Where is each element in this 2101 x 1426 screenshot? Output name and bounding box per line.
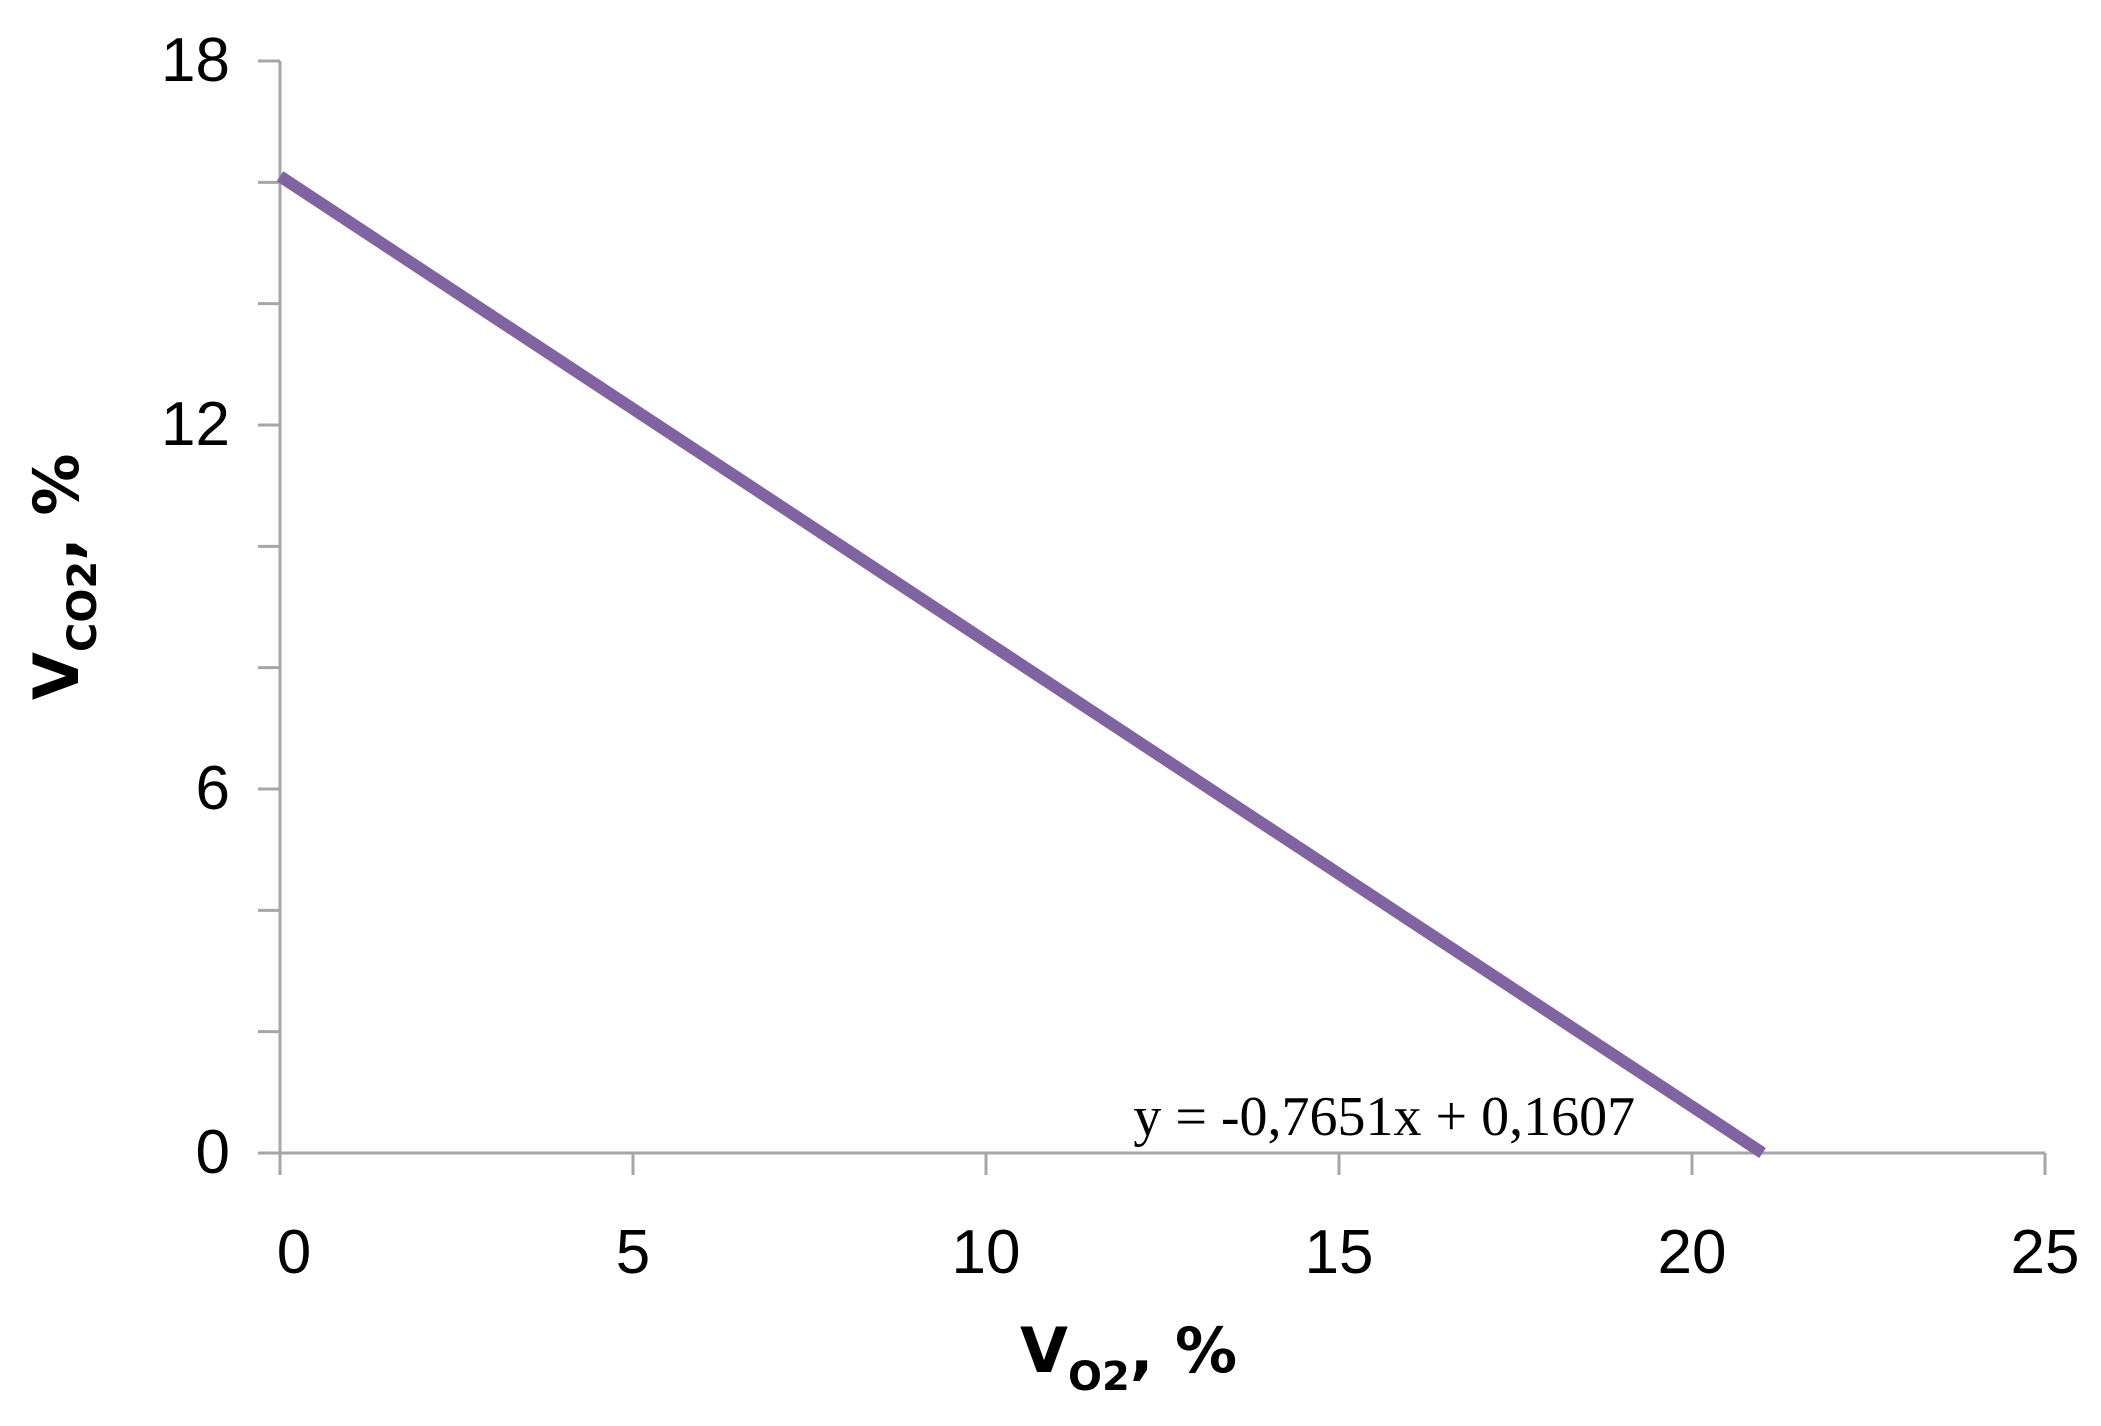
x-axis-title-sub: O2 xyxy=(1068,1354,1130,1400)
y-tick-label: 18 xyxy=(161,26,230,95)
x-tick-label: 0 xyxy=(277,1218,311,1287)
x-tick-label: 20 xyxy=(1658,1218,1727,1287)
y-tick-label: 0 xyxy=(196,1118,230,1187)
y-axis-title-suffix: , % xyxy=(20,454,93,561)
axes xyxy=(258,59,2047,1175)
y-tick-label: 12 xyxy=(161,390,230,459)
x-axis-title: VO2, % xyxy=(1020,1314,1237,1400)
plot-area xyxy=(276,171,1766,1159)
x-tick-label: 10 xyxy=(952,1218,1021,1287)
trendline-equation: y = -0,7651x + 0,1607 xyxy=(1133,1086,1635,1148)
y-tick-label: 6 xyxy=(196,754,230,823)
data-line xyxy=(276,171,1766,1159)
x-tick-label: 5 xyxy=(616,1218,650,1287)
x-axis-title-suffix: , % xyxy=(1130,1314,1237,1387)
y-axis-title-sub: CO2 xyxy=(60,561,106,652)
x-axis-title-main: V xyxy=(1020,1314,1068,1387)
x-tick-label: 25 xyxy=(2011,1218,2080,1287)
y-axis-title: VCO2, % xyxy=(20,454,106,700)
y-axis-title-main: V xyxy=(20,652,93,700)
tick-labels: 0 6 12 18 0 5 10 15 20 25 xyxy=(161,26,2079,1287)
x-tick-label: 15 xyxy=(1305,1218,1374,1287)
